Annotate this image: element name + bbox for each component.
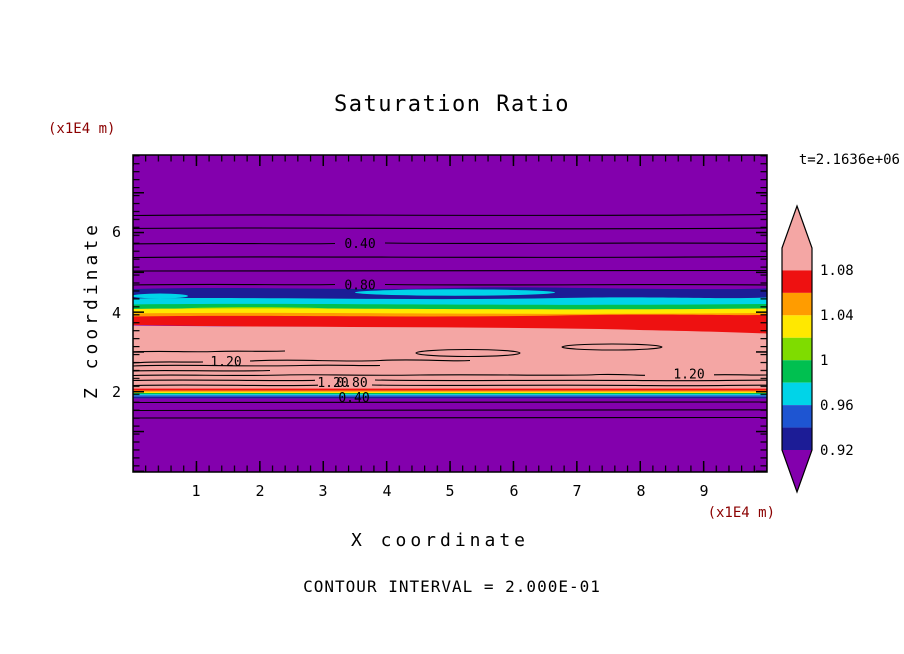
contour-interval-caption: CONTOUR INTERVAL = 2.000E-01 [303,577,601,596]
colorbar-segment-cyan [782,382,812,406]
x-tick-label: 9 [699,482,708,500]
plot-area: 0.40 0.80 1.20 1.20 1.20 0.80 0.40 [133,155,767,472]
thin-band-cyan [133,394,767,396]
colorbar-outline [781,204,813,494]
x-tick-label: 4 [382,482,391,500]
contour-line [133,401,767,404]
thin-band-yellow [133,391,767,393]
colorbar-apex-top [782,206,812,248]
x-tick-label: 6 [509,482,518,500]
thin-band-blue [133,395,767,397]
contour-label: 1.20 [317,376,348,391]
contour-label: 1.20 [210,355,241,370]
thin-band-green [133,393,767,395]
contour-line [133,369,271,372]
contour-line [133,416,767,419]
colorbar-apex-bottom [782,450,812,492]
contour-label: 1.20 [673,368,704,383]
closed-contour [561,343,663,351]
colorbar: 1.08 1.04 1 0.96 0.92 [781,204,854,494]
colorbar-segment-yellow [782,315,812,338]
x-tick-label: 8 [636,482,645,500]
x-tick-label: 2 [255,482,264,500]
contour-line [133,350,286,353]
y-axis-unit-label: (x1E4 m) [48,121,115,137]
colorbar-tick-label: 0.96 [820,398,854,414]
contour-line [133,213,767,217]
colorbar-segment-navy [782,427,812,451]
contour-line-080 [133,283,767,286]
y-axis-title: Z coordinate [81,221,102,399]
x-tick-label: 5 [445,482,454,500]
y-tick-label: 4 [112,304,121,322]
contour-line [133,255,767,259]
y-axis-major-ticks-left [133,155,144,472]
contour-line [133,384,767,387]
y-tick-label: 2 [112,383,121,401]
contour-label: 0.80 [336,376,367,391]
y-tick-label: 6 [112,223,121,241]
x-tick-label: 7 [572,482,581,500]
colorbar-tick-label: 1.08 [820,263,854,279]
page-title: Saturation Ratio [334,92,570,117]
thin-band-red [133,388,767,391]
band-red [133,314,767,336]
y-axis-tick-labels: 6 4 2 [112,223,121,401]
contour-value-labels: 0.40 0.80 1.20 1.20 1.20 0.80 0.40 [210,237,704,406]
contour-label: 0.40 [338,391,369,406]
thin-band-orange [133,390,767,392]
contour-label: 0.40 [344,237,375,252]
contour-line [133,227,767,230]
contour-line [133,409,767,412]
x-axis-tick-labels: 1 2 3 4 5 6 7 8 9 [191,482,708,500]
colorbar-tick-label: 1 [820,353,828,369]
x-axis-title: X coordinate [351,530,529,551]
contour-line [133,269,767,272]
x-axis-major-ticks-top [133,155,767,166]
contour-label: 0.80 [344,279,375,294]
timestamp-label: t=2.1636e+06 [799,152,900,168]
plot-frame [132,154,768,473]
axis-ticks [133,155,767,472]
y-axis-major-ticks-right [756,155,767,472]
colorbar-tick-label: 0.92 [820,443,854,459]
x-tick-label: 3 [318,482,327,500]
cyan-patch [355,289,555,296]
contour-line [133,364,381,367]
contour-line-040 [133,242,767,245]
colorbar-tick-label: 1.04 [820,308,854,324]
thin-band-navy [133,396,767,399]
colorbar-segment-lime [782,337,812,361]
colorbar-segment-red [782,270,812,293]
contour-line [133,379,767,382]
x-axis-major-ticks-bottom [133,461,767,472]
x-tick-label: 1 [191,482,200,500]
colorbar-segment-blue [782,405,812,428]
x-axis-unit-label: (x1E4 m) [708,505,775,521]
colorbar-segment-green [782,360,812,383]
cyan-patch [133,293,188,299]
colorbar-segment-orange [782,292,812,316]
closed-contour [415,348,521,358]
colorbar-segment-pink [782,248,812,271]
